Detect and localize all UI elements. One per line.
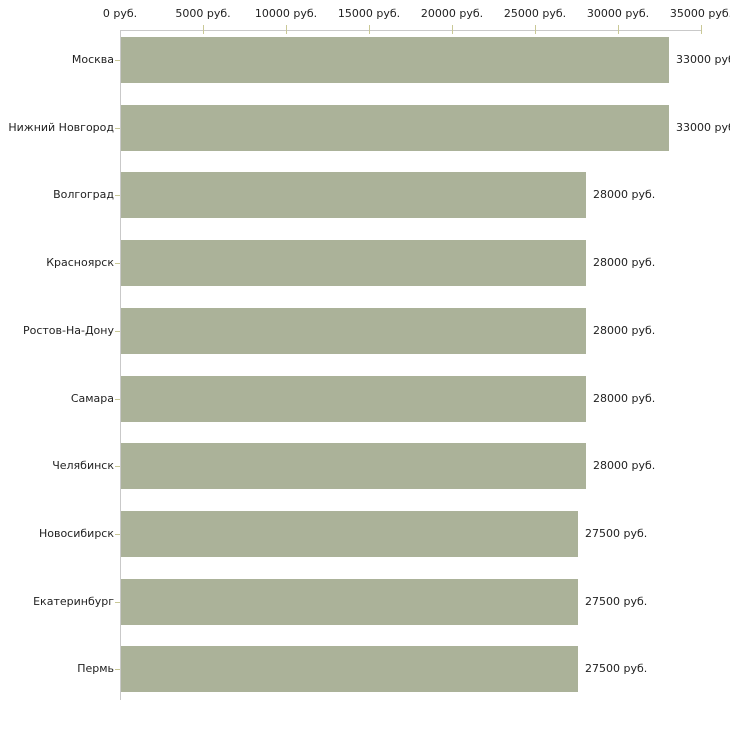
- value-label: 28000 руб.: [593, 188, 656, 201]
- x-axis-tick-mark: [203, 25, 204, 34]
- value-label: 28000 руб.: [593, 256, 656, 269]
- bar: [121, 443, 586, 489]
- category-label: Челябинск: [52, 459, 114, 472]
- x-axis-line: [120, 30, 702, 31]
- x-axis-tick-label: 5000 руб.: [175, 7, 231, 20]
- value-label: 27500 руб.: [585, 527, 648, 540]
- category-label: Волгоград: [53, 188, 114, 201]
- category-label: Ростов-На-Дону: [22, 324, 114, 337]
- value-label: 33000 руб.: [676, 121, 730, 134]
- category-tick-mark: [115, 602, 120, 603]
- category-label: Красноярск: [46, 256, 114, 269]
- value-label: 28000 руб.: [593, 459, 656, 472]
- x-axis-tick-mark: [452, 25, 453, 34]
- x-axis-tick-label: 0 руб.: [102, 7, 138, 20]
- value-label: 27500 руб.: [585, 662, 648, 675]
- category-label: Москва: [71, 53, 114, 66]
- x-axis-tick-mark: [286, 25, 287, 34]
- category-tick-mark: [115, 466, 120, 467]
- x-axis-tick-mark: [535, 25, 536, 34]
- category-label: Екатеринбург: [33, 595, 114, 608]
- value-label: 28000 руб.: [593, 392, 656, 405]
- y-axis-line: [120, 30, 121, 700]
- category-tick-mark: [115, 331, 120, 332]
- x-axis-tick-label: 25000 руб.: [503, 7, 567, 20]
- category-tick-mark: [115, 195, 120, 196]
- category-label: Пермь: [77, 662, 114, 675]
- category-label: Самара: [70, 392, 114, 405]
- bar: [121, 37, 669, 83]
- bar: [121, 240, 586, 286]
- x-axis-tick-label: 20000 руб.: [420, 7, 484, 20]
- value-label: 33000 руб.: [676, 53, 730, 66]
- value-label: 28000 руб.: [593, 324, 656, 337]
- bar: [121, 646, 578, 692]
- category-tick-mark: [115, 669, 120, 670]
- x-axis-tick-mark: [369, 25, 370, 34]
- x-axis-tick-mark: [701, 25, 702, 34]
- x-axis-tick-mark: [618, 25, 619, 34]
- x-axis-tick-label: 15000 руб.: [337, 7, 401, 20]
- bar: [121, 376, 586, 422]
- x-axis-tick-label: 30000 руб.: [586, 7, 650, 20]
- value-label: 27500 руб.: [585, 595, 648, 608]
- bar: [121, 511, 578, 557]
- category-tick-mark: [115, 534, 120, 535]
- category-tick-mark: [115, 128, 120, 129]
- x-axis-tick-label: 35000 руб.: [669, 7, 730, 20]
- bar: [121, 172, 586, 218]
- category-tick-mark: [115, 60, 120, 61]
- category-label: Нижний Новгород: [8, 121, 114, 134]
- category-tick-mark: [115, 399, 120, 400]
- x-axis-tick-label: 10000 руб.: [254, 7, 318, 20]
- bar: [121, 579, 578, 625]
- category-tick-mark: [115, 263, 120, 264]
- category-label: Новосибирск: [38, 527, 114, 540]
- bar: [121, 308, 586, 354]
- bar: [121, 105, 669, 151]
